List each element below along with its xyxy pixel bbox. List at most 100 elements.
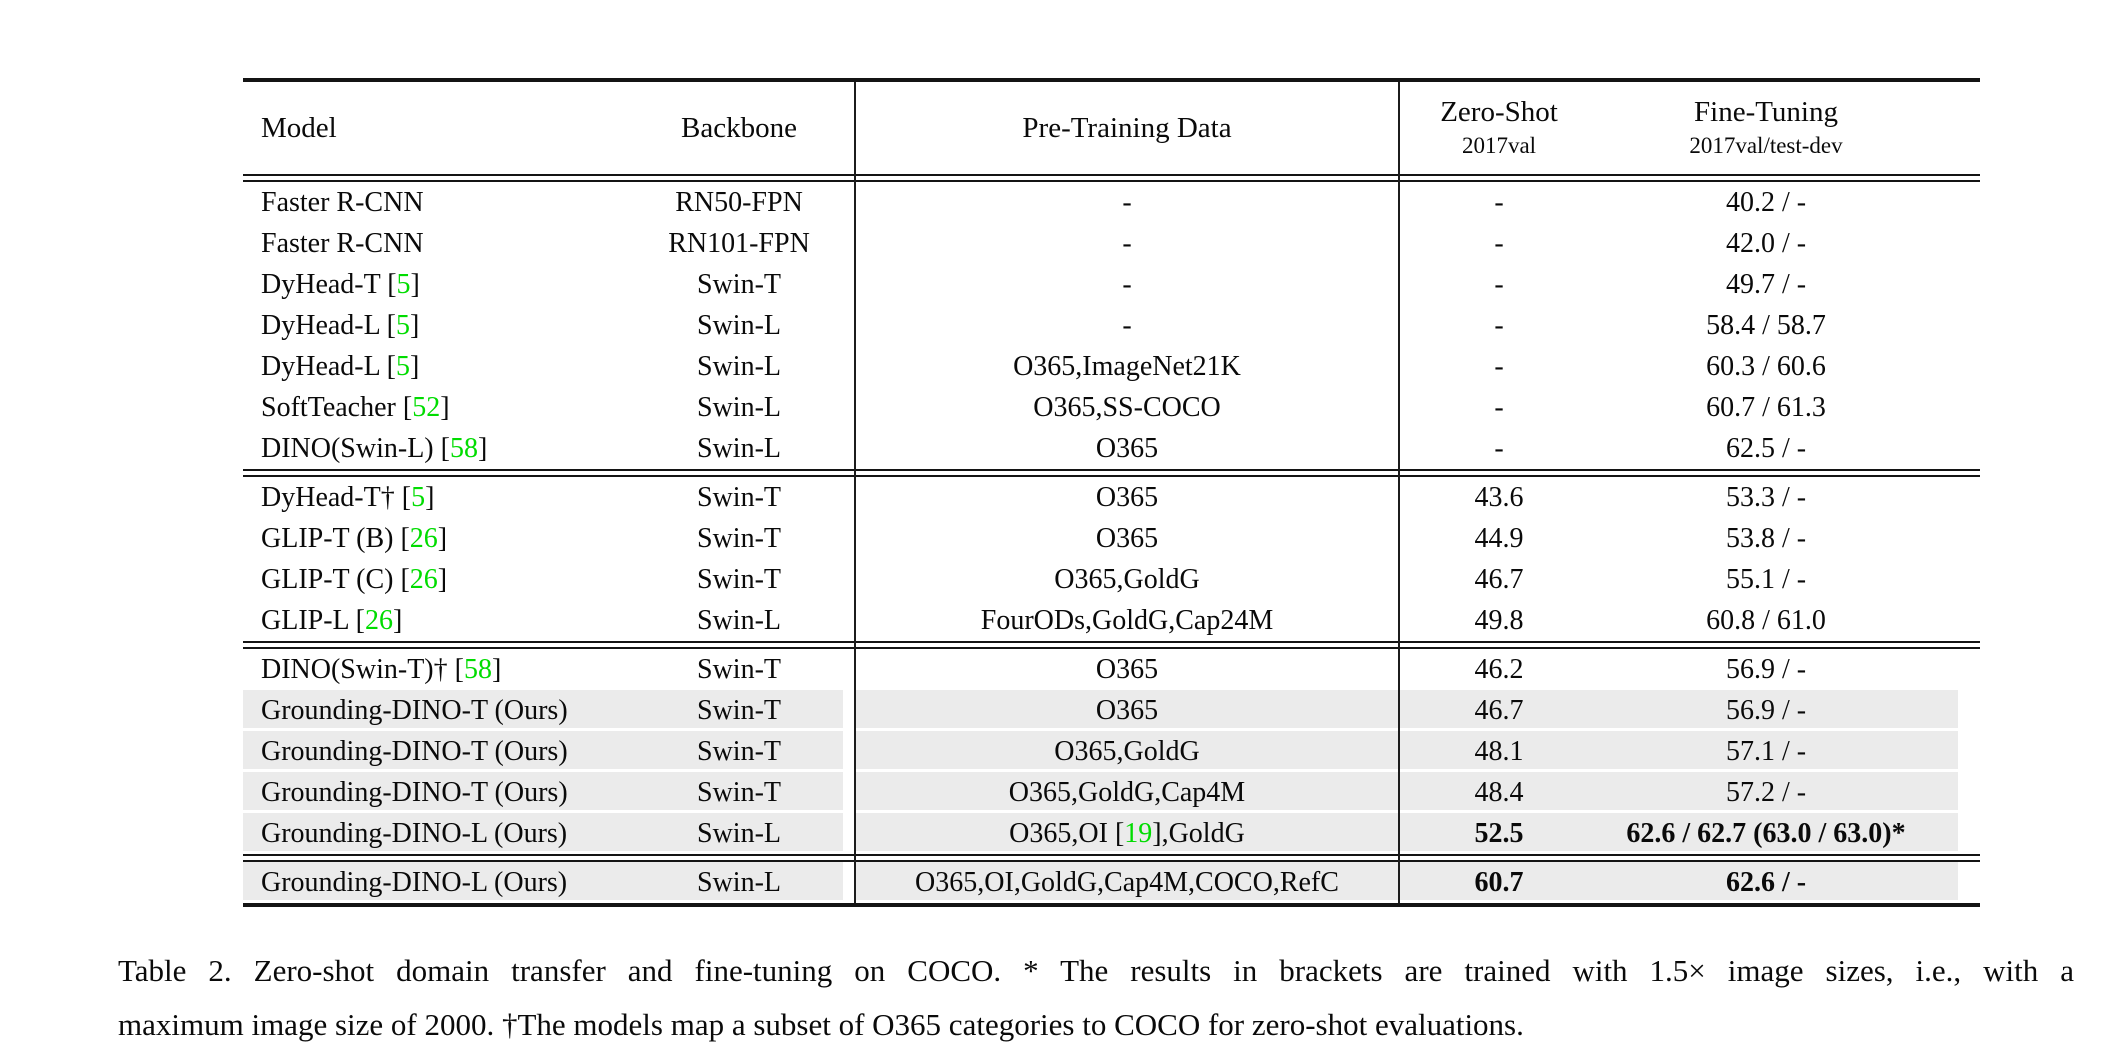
cell-finetune: 49.7 / -: [1725, 268, 1807, 300]
citation-ref: 26: [409, 522, 438, 554]
citation-ref: 5: [396, 350, 411, 382]
cell-zeroshot: 49.8: [1474, 604, 1524, 636]
cell-zeroshot: 43.6: [1474, 481, 1524, 513]
cell-model: DINO(Swin-L) [58]: [261, 432, 488, 464]
cell-pretrain: -: [1122, 309, 1132, 341]
cell-pretrain: O365: [1095, 432, 1159, 464]
cell-pretrain: O365: [1095, 653, 1159, 685]
cell-finetune: 56.9 / -: [1725, 694, 1807, 726]
cell-finetune: 62.6 / 62.7 (63.0 / 63.0)*: [1626, 817, 1906, 849]
row-highlight: [243, 772, 1980, 810]
cell-finetune: 53.8 / -: [1725, 522, 1807, 554]
section-divider-rule: [243, 469, 1980, 477]
cell-zeroshot: -: [1494, 268, 1504, 300]
table-row: DINO(Swin-L) [58] Swin-L O365 - 62.5 / -: [243, 428, 1980, 469]
citation-ref: 52: [412, 391, 441, 423]
cell-pretrain: O365: [1095, 694, 1159, 726]
cell-zeroshot: 46.7: [1474, 563, 1524, 595]
cell-backbone: Swin-L: [697, 432, 781, 464]
cell-pretrain: O365: [1095, 481, 1159, 513]
cell-backbone: Swin-L: [697, 391, 781, 423]
table-row: Grounding-DINO-L (Ours) Swin-L O365,OI [19…: [243, 813, 1980, 854]
table-body: Faster R-CNN RN50-FPN - -40.2 / - Faster R-C…: [243, 182, 1980, 903]
cell-zeroshot: 52.5: [1474, 817, 1524, 849]
cell-model: GLIP-L [26]: [261, 604, 403, 636]
col-header-pretrain: Pre-Training Data: [1022, 111, 1232, 144]
table-row: GLIP-T (C) [26] Swin-T O365,GoldG 46.7 55.1 …: [243, 559, 1980, 600]
table-row: Grounding-DINO-T (Ours) Swin-T O365,GoldG 4…: [243, 731, 1980, 772]
table-bottom-rule: [243, 903, 1980, 907]
cell-finetune: 53.3 / -: [1725, 481, 1807, 513]
cell-zeroshot: 46.2: [1474, 653, 1524, 685]
cell-backbone: Swin-T: [697, 481, 781, 513]
table-top-rule: [243, 78, 1980, 82]
cell-pretrain: FourODs,GoldG,Cap24M: [980, 604, 1274, 636]
cell-zeroshot: 44.9: [1474, 522, 1524, 554]
cell-zeroshot: -: [1494, 227, 1504, 259]
cell-model: Grounding-DINO-L (Ours): [261, 866, 568, 898]
cell-pretrain: O365,SS-COCO: [1033, 391, 1221, 423]
table-row: DyHead-L [5] Swin-L O365,ImageNet21K - 60.3 …: [243, 346, 1980, 387]
citation-ref: 5: [411, 481, 426, 513]
cell-pretrain: -: [1122, 227, 1132, 259]
row-highlight: [243, 731, 1980, 769]
col-header-finetune: Fine-Tuning 2017val/test-dev: [1599, 96, 1933, 160]
cell-backbone: Swin-L: [697, 350, 781, 382]
col-header-backbone: Backbone: [681, 111, 797, 144]
table-row: SoftTeacher [52] Swin-L O365,SS-COCO - 60.7 …: [243, 387, 1980, 428]
cell-model: GLIP-T (C) [26]: [261, 563, 448, 595]
cell-finetune: 57.2 / -: [1725, 776, 1807, 808]
table-row: Faster R-CNN RN101-FPN - - 42.0 / -: [243, 223, 1980, 264]
table-caption: Table 2. Zero-shot domain transfer and f…: [118, 944, 2074, 1052]
citation-ref: 58: [463, 653, 492, 685]
caption-line-1: Table 2. Zero-shot domain transfer and f…: [118, 953, 2074, 988]
cell-backbone: Swin-L: [697, 309, 781, 341]
cell-model: DyHead-L [5]: [261, 350, 420, 382]
citation-ref: 26: [409, 563, 438, 595]
row-highlight: [243, 690, 1980, 728]
citation-ref: 26: [364, 604, 393, 636]
cell-pretrain: O365: [1095, 522, 1159, 554]
cell-model: DINO(Swin-T)† [58]: [261, 653, 502, 685]
cell-backbone: Swin-T: [697, 653, 781, 685]
col-header-finetune-sub: 2017val/test-dev: [1689, 133, 1843, 159]
col-header-finetune-label: Fine-Tuning: [1694, 96, 1838, 129]
col-header-model: Model: [261, 111, 337, 144]
cell-finetune: 60.7 / 61.3: [1706, 391, 1826, 423]
cell-backbone: Swin-T: [697, 268, 781, 300]
cell-finetune: 42.0 / -: [1725, 227, 1807, 259]
cell-model: Faster R-CNN: [261, 227, 424, 259]
table-row: Grounding-DINO-T (Ours) Swin-T O365,GoldG,…: [243, 772, 1980, 813]
caption-line-2: maximum image size of 2000. †The models …: [118, 1007, 1524, 1042]
table-row: DyHead-T [5] Swin-T - - 49.7 / -: [243, 264, 1980, 305]
cell-backbone: Swin-L: [697, 866, 781, 898]
cell-pretrain: -: [1122, 268, 1132, 300]
cell-pretrain: O365,ImageNet21K: [1013, 350, 1241, 382]
col-header-zeroshot: Zero-Shot 2017val: [1399, 96, 1599, 160]
table-row: DINO(Swin-T)† [58] Swin-T O365 46.2 56.9 / -: [243, 649, 1980, 690]
cell-finetune: 57.1 / -: [1725, 735, 1807, 767]
row-highlight: [243, 813, 1980, 851]
col-header-zeroshot-sub: 2017val: [1461, 133, 1537, 159]
cell-pretrain: O365,GoldG,Cap4M: [1008, 776, 1246, 808]
cell-model: Grounding-DINO-L (Ours): [261, 817, 568, 849]
citation-ref: 19: [1124, 817, 1153, 849]
cell-zeroshot: -: [1494, 350, 1504, 382]
cell-backbone: Swin-L: [697, 817, 781, 849]
cell-finetune: 60.3 / 60.6: [1706, 350, 1826, 382]
section-divider-rule: [243, 641, 1980, 649]
cell-pretrain: O365,GoldG: [1054, 735, 1200, 767]
cell-backbone: Swin-T: [697, 563, 781, 595]
citation-ref: 58: [449, 432, 478, 464]
cell-backbone: RN101-FPN: [668, 227, 810, 259]
table-row: Grounding-DINO-T (Ours) Swin-T O365 46.7 56.…: [243, 690, 1980, 731]
cell-zeroshot: 48.4: [1474, 776, 1524, 808]
cell-model: DyHead-T† [5]: [261, 481, 435, 513]
cell-model: SoftTeacher [52]: [261, 391, 450, 423]
cell-backbone: RN50-FPN: [675, 186, 803, 218]
cell-model: Grounding-DINO-T (Ours): [261, 776, 568, 808]
cell-backbone: Swin-T: [697, 694, 781, 726]
cell-model: DyHead-L [5]: [261, 309, 420, 341]
cell-finetune: 62.6 / -: [1725, 866, 1807, 898]
cell-backbone: Swin-T: [697, 522, 781, 554]
